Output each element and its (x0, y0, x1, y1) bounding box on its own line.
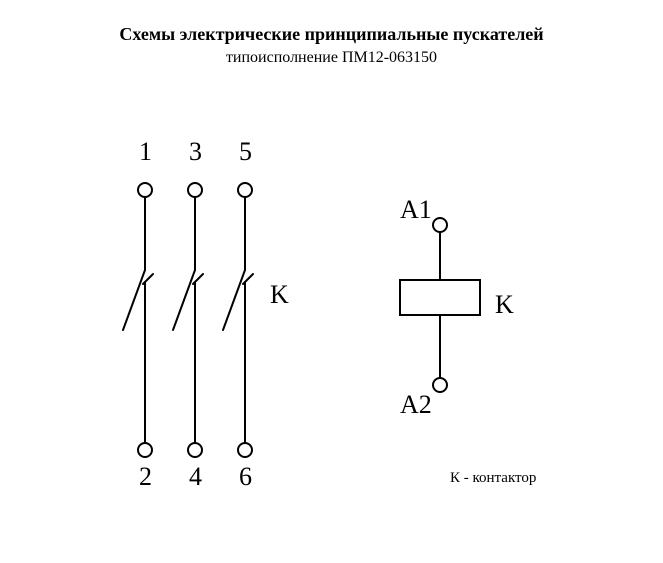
coil-a1-label: A1 (400, 195, 432, 225)
schematic-svg (0, 0, 663, 563)
footnote: К - контактор (450, 470, 536, 487)
contact-bottom-label-4: 4 (189, 462, 202, 492)
contact-top-label-3: 3 (189, 137, 202, 167)
coil-k-label: K (495, 290, 514, 320)
contact-top-label-5: 5 (239, 137, 252, 167)
contacts-k-label: K (270, 280, 289, 310)
contact-bottom-label-6: 6 (239, 462, 252, 492)
coil-a2-label: A2 (400, 390, 432, 420)
contact-top-label-1: 1 (139, 137, 152, 167)
contact-bottom-label-2: 2 (139, 462, 152, 492)
